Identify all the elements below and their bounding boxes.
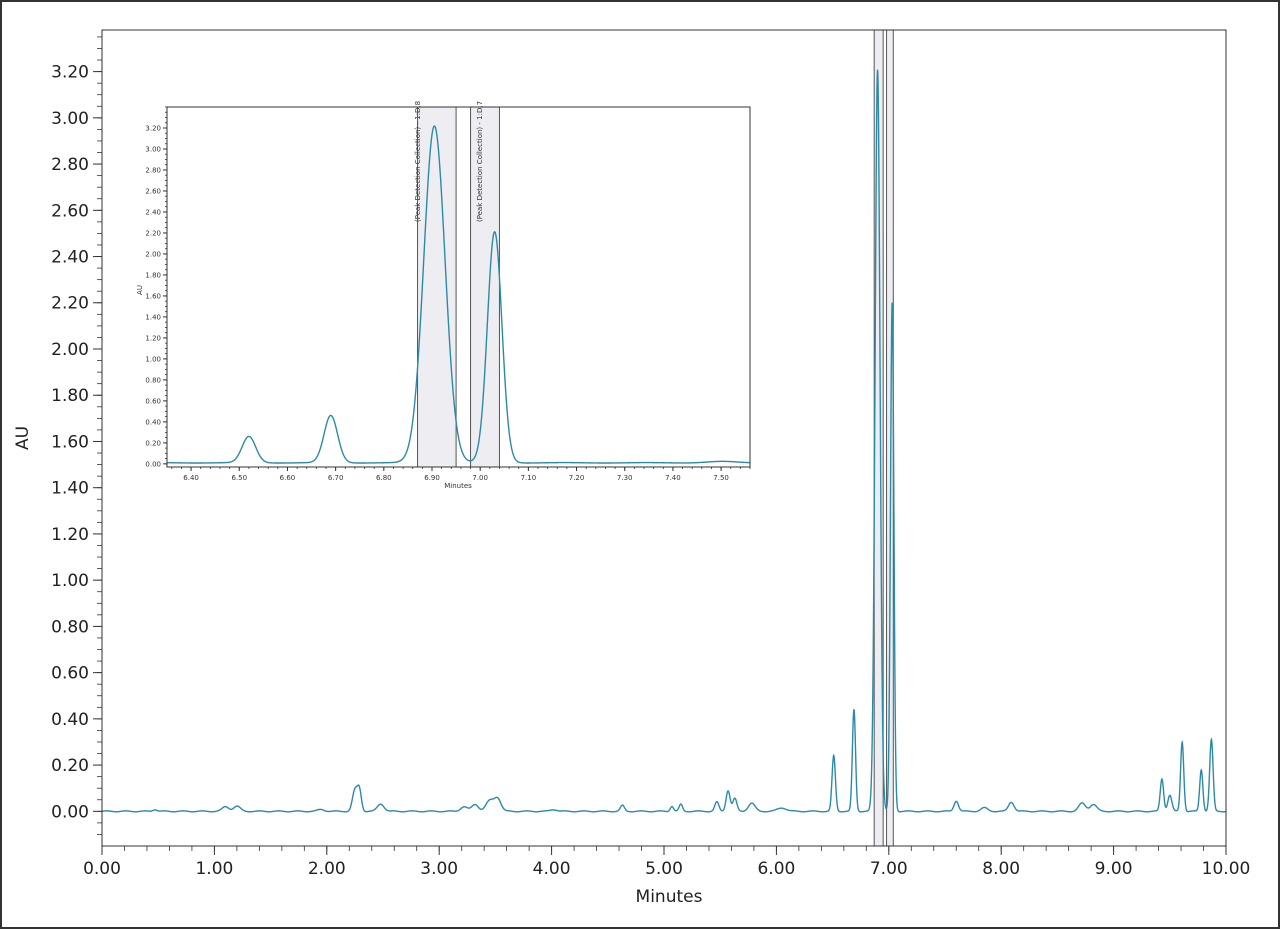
main-y-tick-label: 3.00: [51, 109, 89, 129]
main-y-tick-label: 2.00: [51, 340, 89, 360]
main-x-tick-label: 2.00: [308, 859, 346, 879]
inset-y-tick-label: 0.60: [145, 397, 161, 405]
inset-collection-window: [417, 106, 457, 468]
main-y-tick-label: 0.20: [51, 756, 89, 776]
inset-y-tick-label: 2.40: [145, 208, 161, 216]
main-x-tick-label: 7.00: [870, 859, 908, 879]
main-y-tick-label: 0.80: [51, 617, 89, 637]
inset-x-tick-label: 7.50: [713, 474, 729, 482]
main-y-tick-label: 1.60: [51, 432, 89, 452]
main-x-axis-label: Minutes: [636, 887, 703, 907]
inset-collection-window: [470, 106, 500, 468]
main-x-tick-label: 3.00: [420, 859, 458, 879]
inset-y-tick-label: 0.20: [145, 439, 161, 447]
main-y-tick-label: 0.00: [51, 802, 89, 822]
inset-y-tick-label: 0.00: [145, 460, 161, 468]
inset-y-axis-label: AU: [136, 285, 144, 295]
inset-x-tick-label: 7.30: [617, 474, 633, 482]
inset-y-tick-label: 0.80: [145, 376, 161, 384]
inset-x-tick-label: 6.40: [183, 474, 199, 482]
main-chromatogram-trace: [102, 69, 1226, 813]
main-y-tick-label: 1.40: [51, 479, 89, 499]
main-x-tick-label: 0.00: [83, 859, 121, 879]
main-x-tick-label: 4.00: [533, 859, 571, 879]
inset-background: [167, 107, 750, 467]
main-y-tick-label: 2.80: [51, 155, 89, 175]
main-y-tick-label: 2.40: [51, 247, 89, 267]
inset-chromatogram-trace: [167, 125, 750, 464]
inset-x-axis: 6.40 6.50 6.60 6.70 6.80 6.90 7.00 7.10 7.20 7.30…: [171, 467, 751, 482]
inset-y-tick-label: 1.60: [145, 292, 161, 300]
main-x-axis: 0.00 1.00 2.00 3.00 4.00 5.00 6.00 7.00 8.00 9.00…: [83, 846, 1250, 879]
main-x-tick-label: 1.00: [195, 859, 233, 879]
inset-x-tick-label: 7.20: [569, 474, 585, 482]
inset-y-tick-label: 3.00: [145, 145, 161, 153]
main-x-tick-label: 6.00: [757, 859, 795, 879]
inset-y-tick-label: 2.80: [145, 166, 161, 174]
main-y-tick-label: 3.20: [51, 63, 89, 83]
inset-window-label-1: (Peak Detection Collection) - 1:D,8: [414, 101, 422, 222]
main-y-axis-label: AU: [13, 426, 33, 450]
inset-x-tick-label: 7.00: [472, 474, 488, 482]
inset-y-tick-label: 3.20: [145, 124, 161, 132]
inset-plot-frame: [166, 106, 751, 468]
inset-x-tick-label: 6.80: [376, 474, 392, 482]
main-y-tick-label: 1.00: [51, 571, 89, 591]
main-y-tick-label: 2.20: [51, 294, 89, 314]
inset-x-tick-label: 7.40: [665, 474, 681, 482]
inset-y-tick-label: 1.20: [145, 334, 161, 342]
main-collection-window: [886, 29, 894, 847]
main-y-axis: 0.00 0.20 0.40 0.60 0.80 1.00 1.20 1.40 1.60 1.80…: [51, 36, 102, 835]
inset-y-axis: 0.00 0.20 0.40 0.60 0.80 1.00 1.20 1.40 1.60 1.80…: [145, 106, 167, 468]
main-x-tick-label: 10.00: [1202, 859, 1251, 879]
inset-y-tick-label: 2.20: [145, 229, 161, 237]
inset-window-label-2: (Peak Detection Collection) - 1:D,7: [476, 101, 484, 222]
main-chart: 0.00 0.20 0.40 0.60 0.80 1.00 1.20 1.40 1.60 1.80…: [13, 29, 1250, 907]
inset-y-tick-label: 1.40: [145, 313, 161, 321]
inset-x-axis-label: Minutes: [444, 482, 472, 490]
main-y-tick-label: 0.40: [51, 710, 89, 730]
main-y-tick-label: 2.60: [51, 201, 89, 221]
main-x-tick-label: 5.00: [645, 859, 683, 879]
inset-x-tick-label: 6.70: [328, 474, 344, 482]
inset-x-tick-label: 6.60: [280, 474, 296, 482]
inset-y-tick-label: 0.40: [145, 418, 161, 426]
main-y-tick-label: 1.20: [51, 525, 89, 545]
inset-y-tick-label: 1.80: [145, 271, 161, 279]
main-x-tick-label: 8.00: [982, 859, 1020, 879]
inset-x-tick-label: 6.50: [231, 474, 247, 482]
main-y-tick-label: 0.60: [51, 664, 89, 684]
inset-x-tick-label: 7.10: [521, 474, 537, 482]
inset-y-tick-label: 1.00: [145, 355, 161, 363]
inset-y-tick-label: 2.00: [145, 250, 161, 258]
inset-chart: 0.00 0.20 0.40 0.60 0.80 1.00 1.20 1.40 1.60 1.80…: [136, 101, 751, 490]
main-x-tick-label: 9.00: [1095, 859, 1133, 879]
main-y-tick-label: 1.80: [51, 386, 89, 406]
inset-x-tick-label: 6.90: [424, 474, 440, 482]
inset-y-tick-label: 2.60: [145, 187, 161, 195]
